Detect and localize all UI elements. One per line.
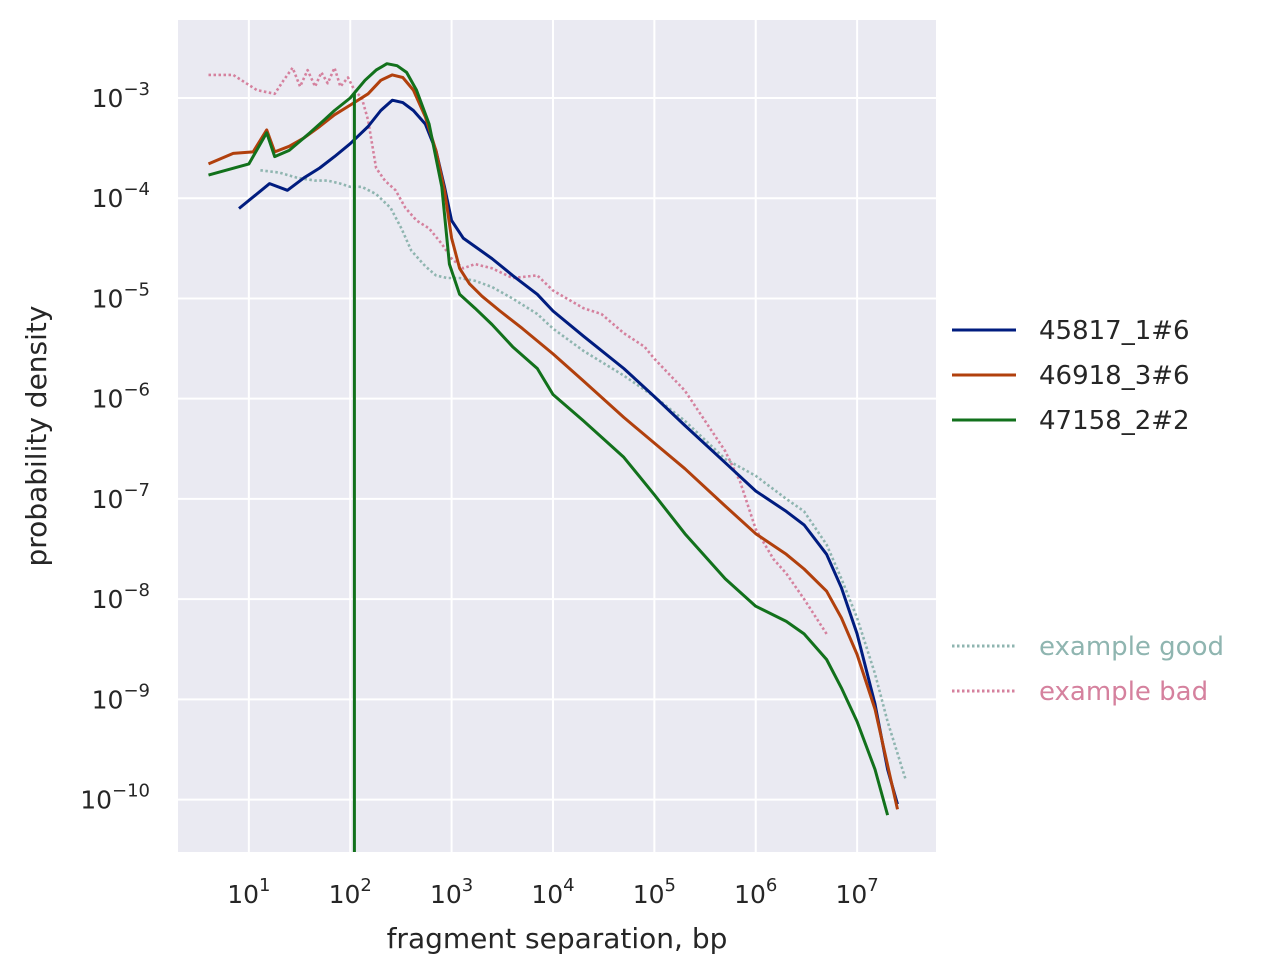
y-tick-labels: 10−3 10−4 10−5 10−6 10−7 10−8 10−9 10−10 xyxy=(80,79,150,815)
legend-label: 47158_2#2 xyxy=(1039,406,1190,436)
x-tick-label: 104 xyxy=(531,875,574,909)
x-tick-label: 103 xyxy=(430,875,473,909)
x-tick-labels: 101 102 103 104 105 106 107 xyxy=(227,875,879,909)
legend-label: 45817_1#6 xyxy=(1039,316,1190,346)
x-tick-label: 102 xyxy=(329,875,372,909)
x-tick-label: 105 xyxy=(633,875,676,909)
x-axis-label: fragment separation, bp xyxy=(387,922,728,955)
series-line-example-bad xyxy=(208,66,828,635)
y-tick-label: 10−6 xyxy=(92,380,150,414)
plot-area xyxy=(178,20,936,852)
legend-label: example bad xyxy=(1039,677,1208,707)
y-tick-label: 10−8 xyxy=(92,580,150,614)
series-line-47158-2-2 xyxy=(208,62,890,816)
y-tick-label: 10−7 xyxy=(92,480,150,514)
y-tick-label: 10−10 xyxy=(80,781,150,815)
legend-label: example good xyxy=(1039,632,1224,662)
x-tick-label: 107 xyxy=(835,875,878,909)
y-tick-label: 10−9 xyxy=(92,680,150,714)
x-tick-label: 101 xyxy=(227,875,270,909)
y-axis-label: probability density xyxy=(20,306,53,567)
series-line-45817-1-6 xyxy=(238,98,899,805)
x-tick-label: 106 xyxy=(734,875,777,909)
series-lines xyxy=(207,62,907,852)
y-tick-label: 10−3 xyxy=(92,79,150,113)
y-tick-label: 10−5 xyxy=(92,279,150,313)
y-tick-label: 10−4 xyxy=(92,179,150,213)
legend-label: 46918_3#6 xyxy=(1039,361,1190,391)
